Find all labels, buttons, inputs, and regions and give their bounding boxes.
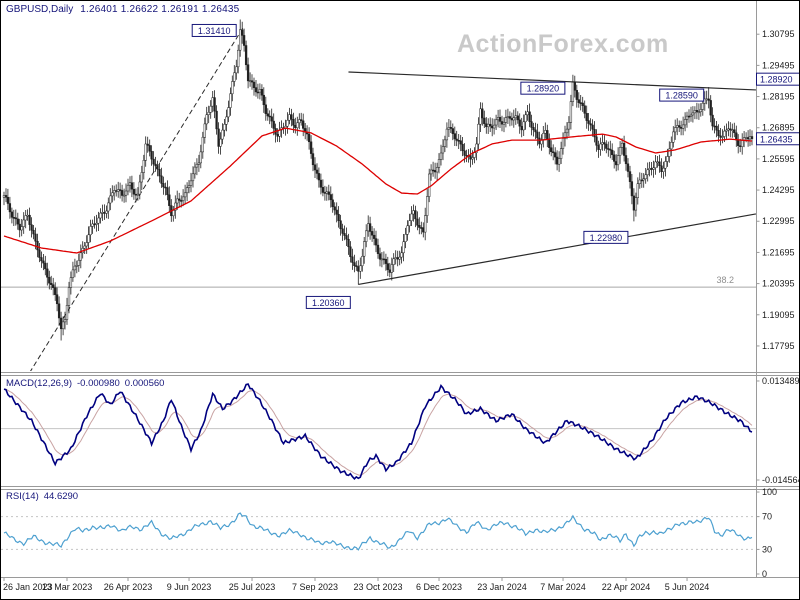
- pivot-box: [659, 88, 705, 102]
- time-axis-label: 7 Sep 2023: [292, 582, 338, 592]
- pivot-box: [305, 295, 351, 309]
- macd-panel: [1, 383, 756, 480]
- fib-level-text: 38.2: [716, 275, 734, 285]
- price-axis: 1.30795 1.29495 1.28195 1.26895 1.25595 1.242…: [756, 29, 799, 351]
- time-axis-label: 9 Jun 2023: [167, 582, 212, 592]
- macd-signal-line: [3, 388, 753, 476]
- time-axis-label: 7 Mar 2024: [540, 582, 586, 592]
- pivot-label: 1.20360: [312, 298, 345, 308]
- time-axis-label: 22 Apr 2024: [602, 582, 651, 592]
- macd-label: MACD(12,26,9) -0.000980 0.000560: [6, 378, 169, 389]
- chart-header: GBPUSD,Daily 1.26401 1.26622 1.26191 1.26…: [6, 4, 239, 15]
- rsi-axis: 100 70 30 0: [756, 487, 777, 579]
- pivot-label: 1.31410: [198, 26, 231, 36]
- price-axis-label: 1.19095: [762, 310, 795, 320]
- pivot-label: 1.28590: [665, 91, 698, 101]
- pivot-label: 1.28920: [527, 84, 560, 94]
- trendline-solid-2: [358, 213, 756, 286]
- moving-average-line: [3, 127, 753, 254]
- price-axis-label: 1.24295: [762, 185, 795, 195]
- rsi-axis-label: 70: [762, 512, 772, 522]
- rsi-axis-label: 100: [762, 487, 777, 497]
- price-panel: 38.2: [1, 19, 756, 371]
- price-axis-box-label: 1.26435: [760, 134, 793, 144]
- price-axis-label: 1.25595: [762, 154, 795, 164]
- pivot-box: [520, 81, 566, 95]
- price-axis-box-label: 1.28920: [760, 75, 793, 85]
- candles-layer: [2, 19, 754, 341]
- price-axis-box: [756, 72, 799, 86]
- macd-axis: 0.013489 -0.014564: [756, 376, 800, 485]
- time-axis-label: 23 Jan 2024: [477, 582, 527, 592]
- rsi-value: 44.6290: [43, 491, 79, 502]
- price-axis-label: 1.22995: [762, 216, 795, 226]
- price-axis-box: [756, 132, 799, 146]
- time-axis-label: 26 Jan 2023: [3, 582, 53, 592]
- rsi-line: [3, 512, 753, 551]
- macd-axis-label: -0.014564: [762, 475, 800, 485]
- trendline-solid-1: [348, 71, 756, 91]
- symbol-timeframe-label: GBPUSD,Daily: [6, 4, 74, 15]
- panel-separators: [1, 1, 799, 578]
- time-axis-label: 23 Oct 2023: [353, 582, 402, 592]
- macd-line: [3, 383, 753, 480]
- rsi-axis-label: 30: [762, 544, 772, 554]
- macd-axis-label: 0.013489: [762, 376, 800, 386]
- rsi-panel: [1, 512, 756, 551]
- price-axis-label: 1.28195: [762, 92, 795, 102]
- time-axis-label: 5 Jun 2024: [665, 582, 710, 592]
- pivot-label: 1.22980: [590, 233, 623, 243]
- time-axis-label: 25 Jul 2023: [229, 582, 276, 592]
- watermark-text: ActionForex.com: [457, 30, 669, 58]
- price-axis-label: 1.29495: [762, 60, 795, 70]
- macd-value: -0.000980: [77, 378, 120, 389]
- rsi-label: RSI(14) 44.6290: [6, 491, 83, 502]
- macd-signal-value: 0.000560: [124, 378, 165, 389]
- rsi-name: RSI(14): [6, 491, 39, 502]
- price-axis-label: 1.20395: [762, 279, 795, 289]
- price-axis-label: 1.21695: [762, 247, 795, 257]
- time-axis-label: 26 Apr 2023: [104, 582, 153, 592]
- ohlc-values: 1.26401 1.26622 1.26191 1.26435: [80, 4, 240, 15]
- price-axis-label: 1.17795: [762, 341, 795, 351]
- price-axis-label: 1.30795: [762, 29, 795, 39]
- pivot-box: [191, 23, 237, 37]
- time-axis-label: 6 Dec 2023: [416, 582, 462, 592]
- price-axis-label: 1.26895: [762, 123, 795, 133]
- time-axis-label: 13 Mar 2023: [42, 582, 93, 592]
- rsi-axis-label: 0: [762, 569, 767, 579]
- macd-name: MACD(12,26,9): [6, 378, 72, 389]
- pivot-annotations: 1.31410 1.28920 1.28590 1.22980 1.20360: [191, 23, 705, 309]
- pivot-box: [583, 230, 629, 244]
